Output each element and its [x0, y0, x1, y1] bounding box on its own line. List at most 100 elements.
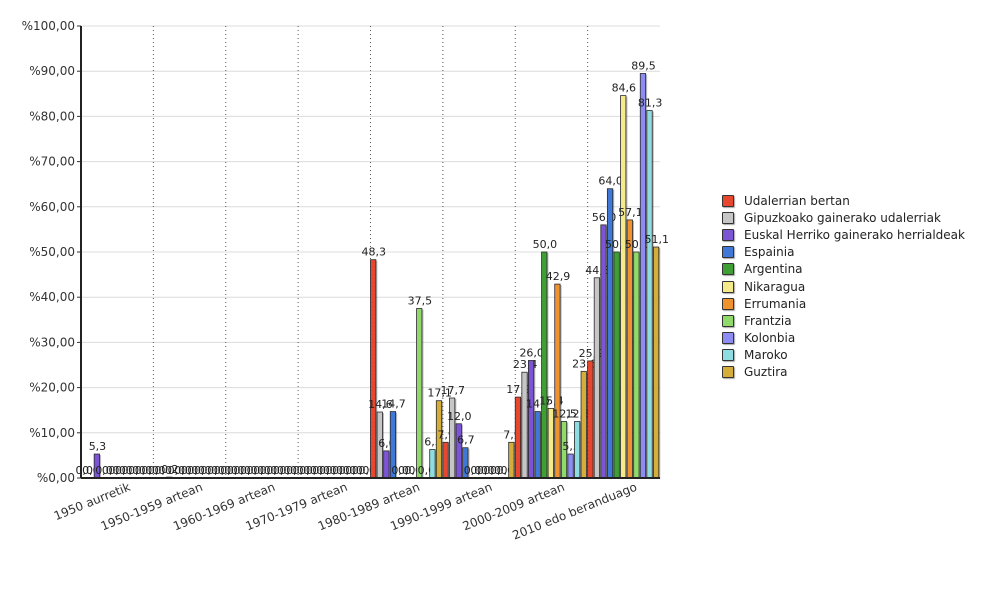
data-label: 0,0	[326, 464, 344, 477]
legend-item: Argentina	[722, 261, 965, 278]
bar	[606, 188, 614, 479]
bar	[574, 421, 581, 479]
data-label: 0,0	[293, 464, 311, 477]
data-label: 0,0	[181, 464, 199, 477]
legend-label: Frantzia	[744, 313, 792, 328]
legend-swatch	[722, 332, 734, 345]
data-label: 0,0	[194, 464, 212, 477]
legend-swatch	[722, 246, 734, 259]
data-label: 0,0	[345, 464, 363, 477]
data-label: 0,0	[299, 464, 317, 477]
bar	[541, 251, 548, 479]
data-label: 0,0	[214, 464, 232, 477]
y-tick-label: %80,00	[29, 109, 75, 123]
data-label: 14,7	[381, 398, 406, 411]
bar	[646, 110, 653, 479]
data-label: 0,0	[280, 464, 298, 477]
bar	[613, 251, 620, 479]
data-label: 0,0	[312, 464, 330, 477]
legend-item: Gipuzkoako gainerako udalerriak	[722, 209, 965, 226]
bar	[626, 219, 633, 479]
data-label: 6,7	[457, 434, 475, 447]
legend-item: Frantzia	[722, 312, 965, 329]
legend-swatch	[722, 263, 734, 276]
bar	[416, 308, 423, 479]
data-label: 57,1	[618, 206, 643, 219]
data-label: 0,0	[128, 464, 146, 477]
legend-item: Espainia	[722, 244, 965, 261]
data-label: 0,2	[161, 463, 179, 476]
bar	[508, 441, 515, 479]
data-label: 0,0	[352, 464, 370, 477]
y-tick-label: %10,00	[29, 426, 75, 440]
data-label: 0,0	[306, 464, 324, 477]
data-label: 0,0	[398, 464, 416, 477]
data-label: 0,0	[339, 464, 357, 477]
data-label: 0,0	[95, 464, 113, 477]
data-label: 0,0	[253, 464, 271, 477]
data-label: 0,0	[141, 464, 159, 477]
y-tick-label: %40,00	[29, 290, 75, 304]
legend-label: Euskal Herriko gainerako herrialdeak	[744, 227, 965, 242]
legend-item: Kolonbia	[722, 330, 965, 347]
bar	[593, 277, 600, 479]
legend-label: Udalerrian bertan	[744, 193, 850, 208]
data-label: 64,0	[598, 175, 623, 188]
legend-label: Espainia	[744, 245, 795, 260]
legend-item: Udalerrian bertan	[722, 192, 965, 209]
legend-label: Nikaragua	[744, 279, 806, 294]
data-label: 0,0	[168, 464, 186, 477]
data-label: 0,0	[115, 464, 133, 477]
legend-item: Maroko	[722, 347, 965, 364]
legend-swatch	[722, 194, 734, 207]
data-label: 0,0	[483, 464, 501, 477]
data-label: 0,0	[148, 464, 166, 477]
data-label: 0,0	[187, 464, 205, 477]
data-label: 0,0	[391, 464, 409, 477]
bar	[587, 360, 594, 479]
legend-swatch	[722, 211, 734, 224]
data-label: 89,5	[631, 59, 656, 72]
x-tick-label: 2010 edo beranduago	[510, 480, 639, 543]
data-label: 0,0	[477, 464, 495, 477]
data-label: 42,9	[546, 270, 571, 283]
data-label: 0,0	[122, 464, 140, 477]
legend-label: Argentina	[744, 262, 803, 277]
legend-item: Nikaragua	[722, 278, 965, 295]
legend-label: Guztira	[744, 365, 788, 380]
data-label: 0,0	[227, 464, 245, 477]
data-label: 0,0	[332, 464, 350, 477]
data-label: 0,0	[135, 464, 153, 477]
bar	[567, 453, 574, 479]
data-label: 0,0	[154, 464, 172, 477]
data-label: 5,3	[89, 440, 107, 453]
legend-swatch	[722, 366, 734, 379]
data-label: 14,6	[368, 398, 393, 411]
data-label: 26,0	[519, 346, 544, 359]
data-label: 0,0	[201, 464, 219, 477]
data-label: 0,0	[220, 464, 238, 477]
data-label: 84,6	[612, 82, 637, 95]
y-tick-label: %30,00	[29, 335, 75, 349]
data-label: 81,3	[638, 97, 663, 110]
bar	[653, 246, 660, 479]
data-label: 0,0	[470, 464, 488, 477]
y-tick-label: %90,00	[29, 64, 75, 78]
legend-label: Kolonbia	[744, 331, 796, 346]
legend-item: Guztira	[722, 364, 965, 381]
y-tick-label: %70,00	[29, 155, 75, 169]
legend-swatch	[722, 228, 734, 241]
legend-label: Maroko	[744, 348, 788, 363]
chart-legend: Udalerrian bertan Gipuzkoako gainerako ud…	[722, 192, 965, 381]
legend-swatch	[722, 297, 734, 310]
data-label: 12,0	[447, 410, 472, 423]
data-label: 0,0	[266, 464, 284, 477]
data-label: 0,0	[319, 464, 337, 477]
y-tick-label: %50,00	[29, 245, 75, 259]
data-label: 0,0	[76, 464, 94, 477]
legend-item: Errumania	[722, 295, 965, 312]
data-label: 17,7	[440, 384, 465, 397]
data-label: 0,0	[174, 464, 192, 477]
data-label: 37,5	[408, 295, 433, 308]
